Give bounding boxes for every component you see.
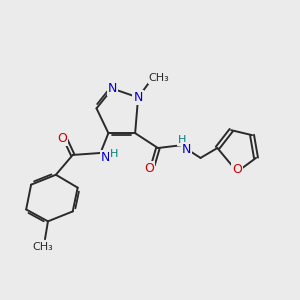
Text: N: N bbox=[134, 91, 143, 104]
Text: N: N bbox=[108, 82, 117, 95]
Text: N: N bbox=[101, 152, 110, 164]
Text: H: H bbox=[178, 135, 186, 145]
Text: N: N bbox=[182, 142, 191, 155]
Text: O: O bbox=[57, 132, 67, 145]
Text: H: H bbox=[110, 149, 118, 159]
Text: CH₃: CH₃ bbox=[148, 73, 169, 83]
Text: O: O bbox=[232, 163, 242, 176]
Text: CH₃: CH₃ bbox=[33, 242, 53, 252]
Text: O: O bbox=[144, 162, 154, 175]
